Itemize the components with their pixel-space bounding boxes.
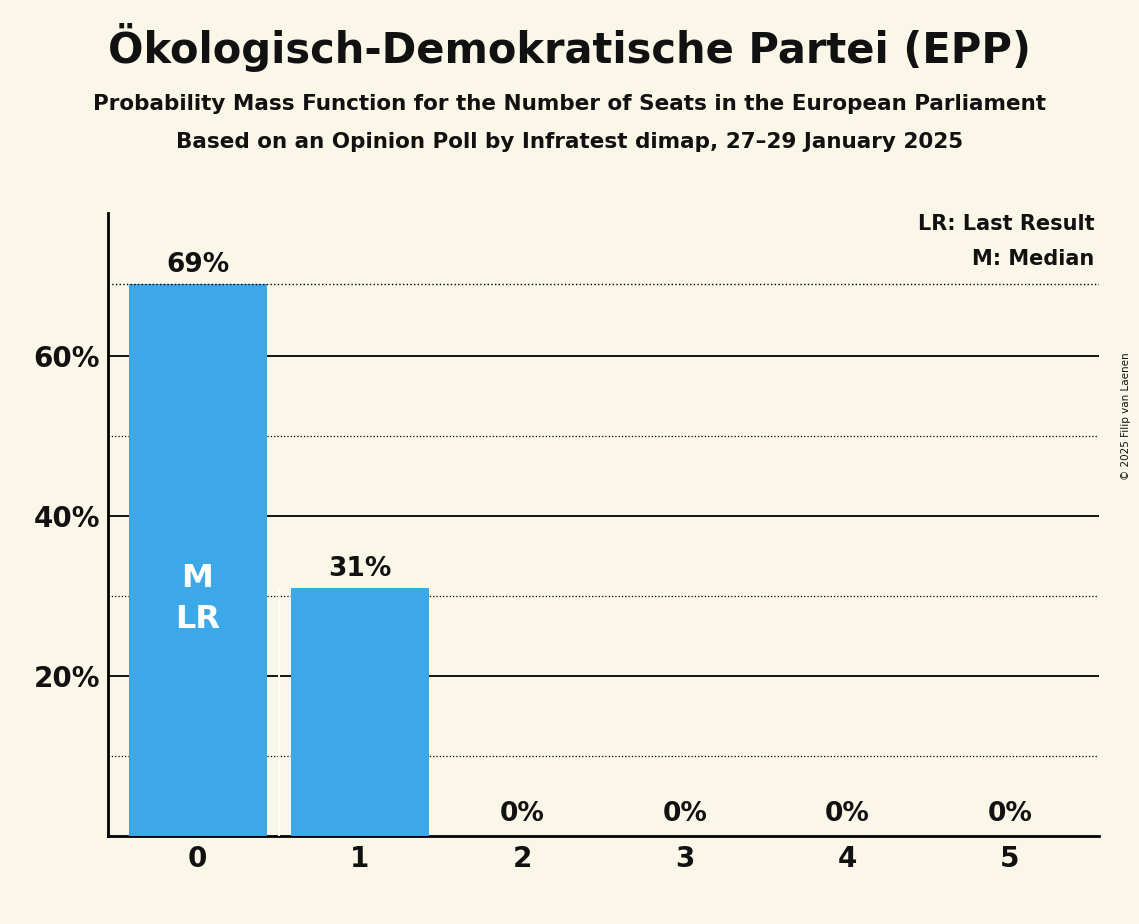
Text: Based on an Opinion Poll by Infratest dimap, 27–29 January 2025: Based on an Opinion Poll by Infratest di… bbox=[175, 132, 964, 152]
Text: 0%: 0% bbox=[825, 800, 870, 827]
Bar bbox=[129, 285, 267, 836]
Text: 0%: 0% bbox=[663, 800, 707, 827]
Text: 69%: 69% bbox=[166, 252, 229, 278]
Bar bbox=[290, 589, 429, 836]
Text: M
LR: M LR bbox=[175, 563, 220, 635]
Text: 31%: 31% bbox=[328, 556, 392, 582]
Text: LR: Last Result: LR: Last Result bbox=[918, 214, 1095, 235]
Text: M: Median: M: Median bbox=[972, 249, 1095, 269]
Text: Probability Mass Function for the Number of Seats in the European Parliament: Probability Mass Function for the Number… bbox=[93, 94, 1046, 115]
Text: 0%: 0% bbox=[988, 800, 1032, 827]
Text: 0%: 0% bbox=[500, 800, 544, 827]
Text: Ökologisch-Demokratische Partei (EPP): Ökologisch-Demokratische Partei (EPP) bbox=[108, 23, 1031, 72]
Text: © 2025 Filip van Laenen: © 2025 Filip van Laenen bbox=[1121, 352, 1131, 480]
